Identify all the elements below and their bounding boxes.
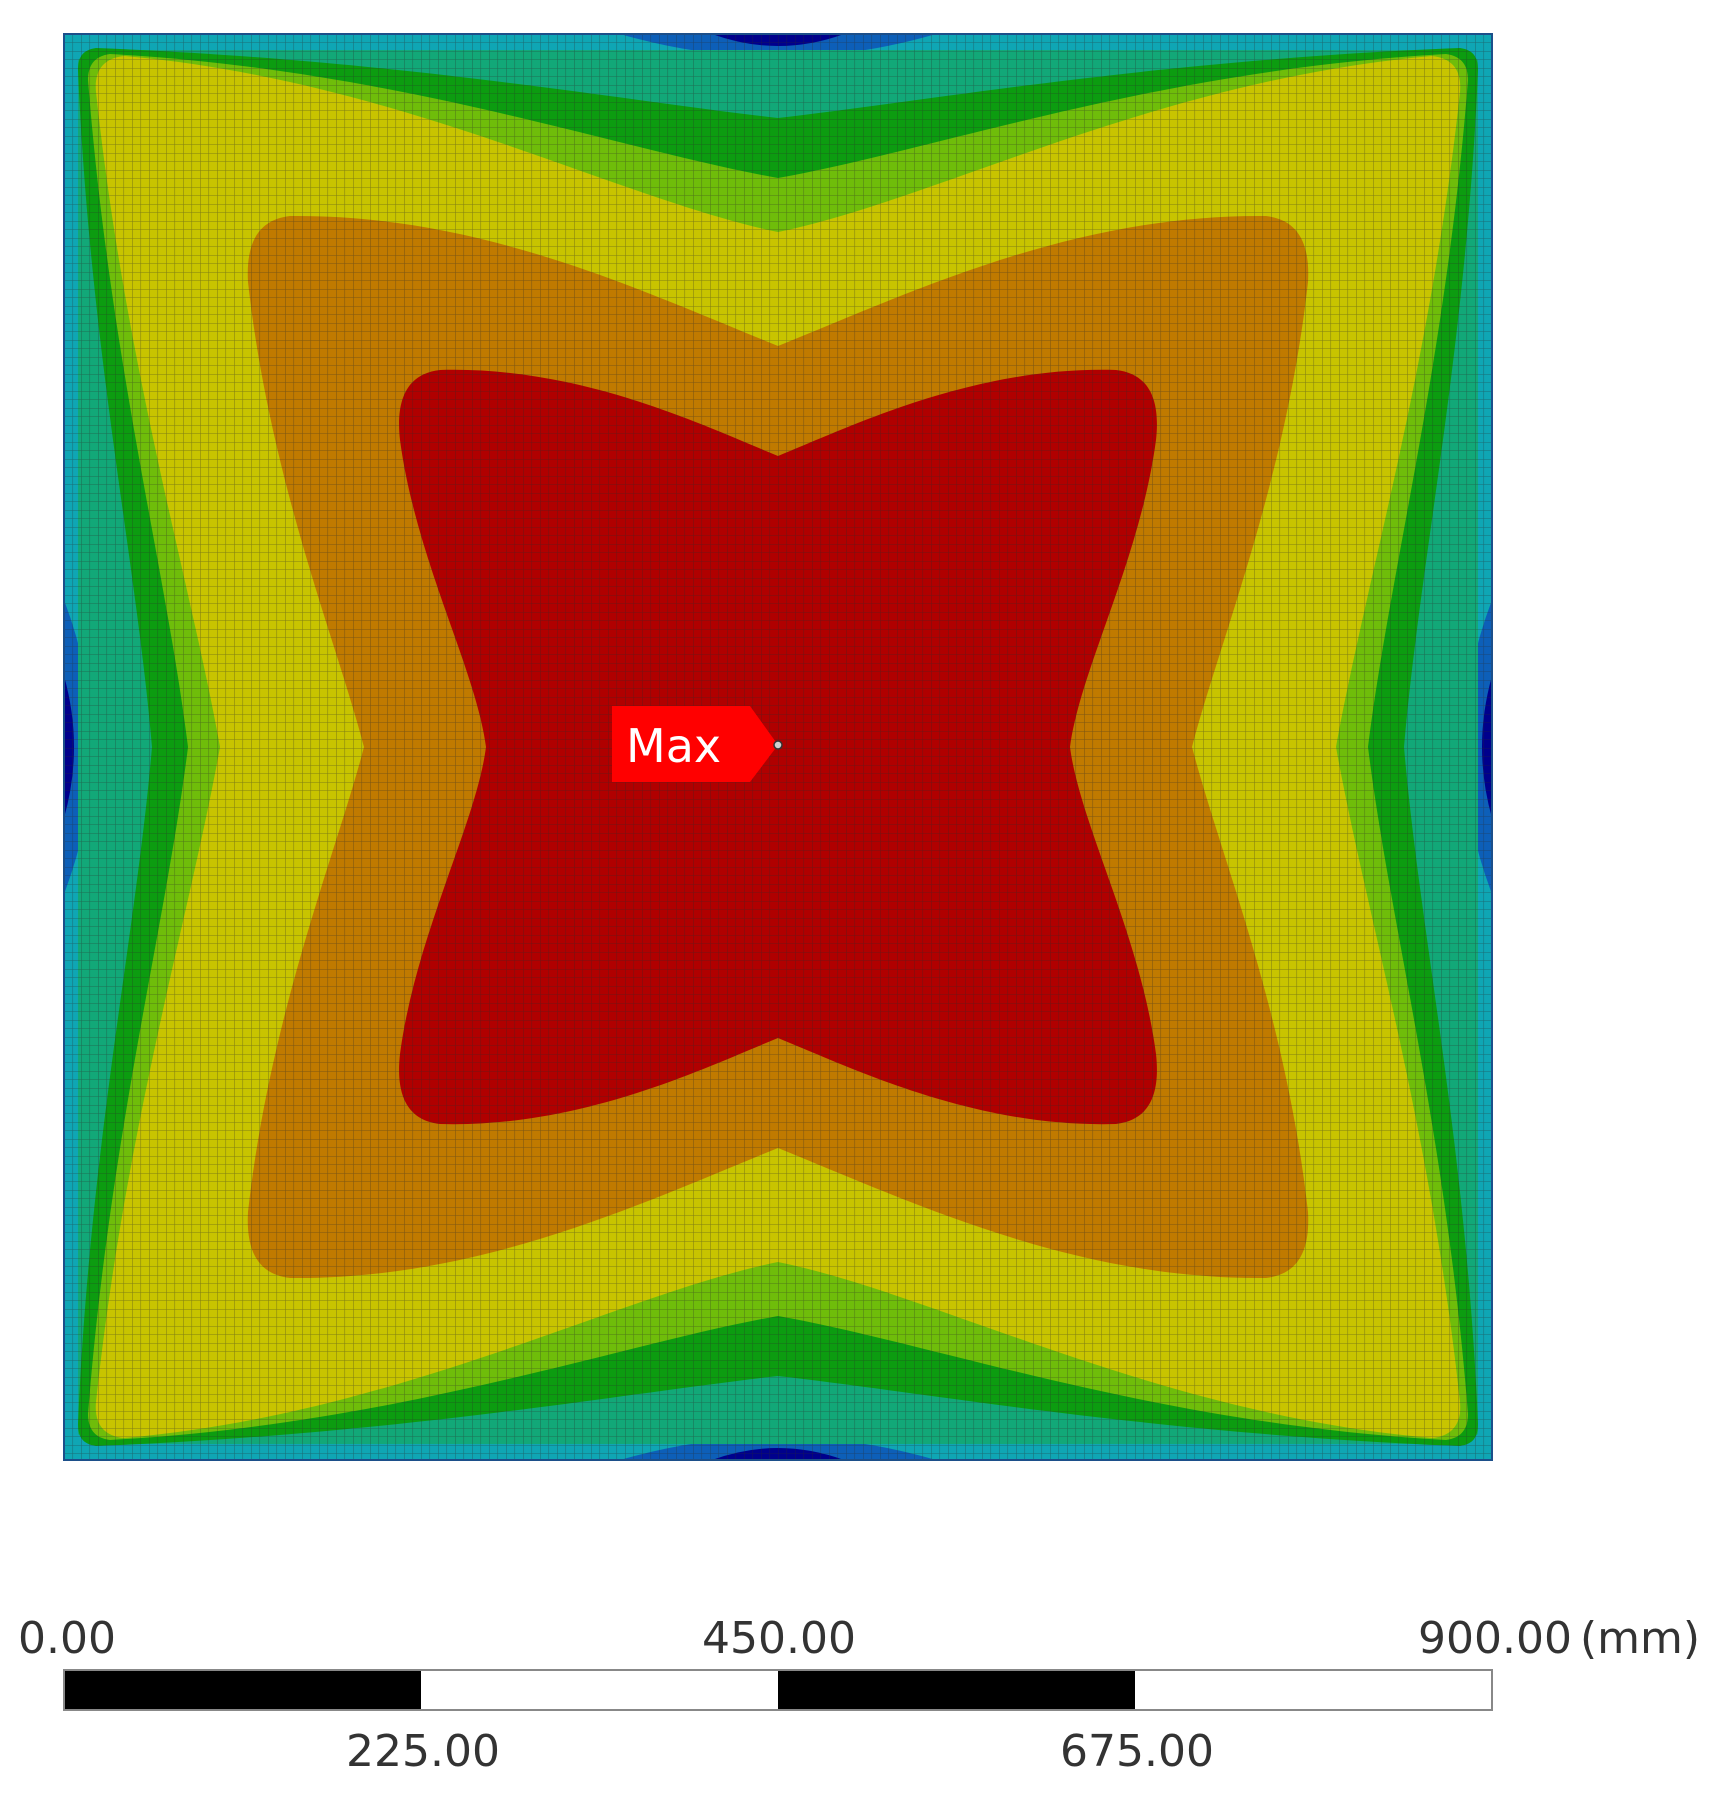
scale-label-225: 225.00 [346,1726,500,1777]
plate-outline [63,33,1493,1461]
max-probe[interactable]: Max [612,706,783,782]
scale-label-450: 450.00 [702,1613,856,1664]
scale-segment-3 [778,1670,1135,1710]
scale-bar: 0.00 450.00 900.00 (mm) 225.00 675.00 [18,1613,1700,1777]
max-probe-point [773,740,783,750]
scale-segment-4 [1135,1670,1492,1710]
scale-unit: (mm) [1580,1613,1700,1664]
scale-label-900: 900.00 [1418,1613,1572,1664]
max-probe-flag [612,706,778,782]
scale-label-675: 675.00 [1060,1726,1214,1777]
scale-segment-1 [64,1670,421,1710]
max-probe-label: Max [626,719,721,773]
scale-segment-2 [421,1670,778,1710]
scale-outline [63,1669,1493,1711]
scale-label-0: 0.00 [18,1613,116,1664]
